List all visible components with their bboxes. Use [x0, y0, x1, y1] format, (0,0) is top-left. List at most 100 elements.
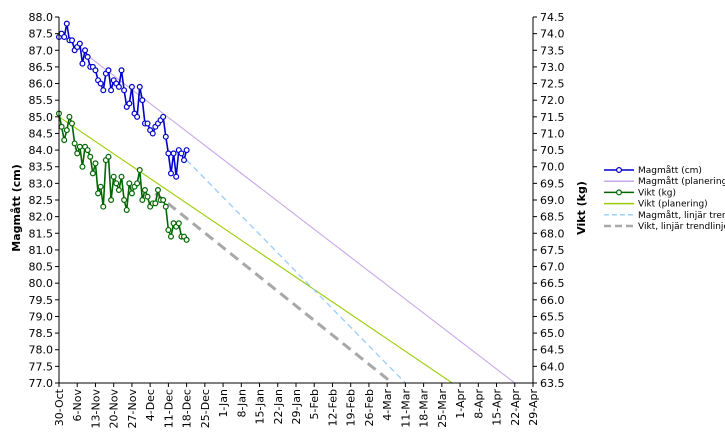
series-line-vikt-linj-r-trendlinje [154, 192, 394, 385]
y2-tick-label: 68.0 [540, 227, 565, 240]
data-point-magm-tt-cm [115, 83, 122, 90]
x-tick-label: 22-Apr [509, 389, 522, 426]
x-tick-label: 22-Jan [272, 389, 285, 425]
y2-tick-label: 70.0 [540, 161, 565, 174]
x-tick-label: 27-Nov [126, 389, 139, 429]
data-point-magm-tt-cm [126, 100, 133, 107]
data-point-vikt-kg [66, 113, 73, 120]
y2-tick-label: 72.0 [540, 94, 565, 107]
y-tick-label: 79.0 [29, 310, 54, 323]
x-tick-label: 19-Feb [345, 389, 358, 426]
y2-tick-label: 68.5 [540, 211, 565, 224]
x-tick-label: 6-Nov [71, 389, 84, 422]
x-tick-label: 4-Mar [381, 389, 394, 421]
data-point-vikt-kg [162, 203, 169, 210]
x-tick-label: 1-Jan [217, 389, 230, 418]
data-point-vikt-kg [63, 127, 70, 134]
x-tick-label: 12-Feb [326, 389, 339, 426]
data-point-magm-tt-cm [108, 87, 115, 94]
y-tick-label: 77.5 [29, 360, 54, 373]
data-point-magm-tt-cm [181, 157, 188, 164]
series-line-magm-tt-cm [58, 23, 188, 177]
data-point-vikt-kg [100, 203, 107, 210]
y2-axis-title: Vikt (kg) [575, 181, 588, 235]
data-point-magm-tt-cm [63, 20, 70, 27]
data-point-vikt-kg [84, 147, 91, 154]
data-point-vikt-kg [152, 200, 159, 207]
data-point-vikt-kg [61, 137, 68, 144]
axes-layer: 77.0 77.5 78.0 78.5 79.0 79.5 80.0 80.5 81.0 81.5… [29, 11, 565, 428]
x-tick-label: 15-Jan [254, 389, 267, 425]
y2-tick-label: 65.5 [540, 310, 565, 323]
data-point-vikt-kg [92, 160, 99, 167]
plot-area [59, 17, 533, 383]
data-point-vikt-kg [183, 236, 190, 243]
data-point-magm-tt-cm [134, 113, 141, 120]
series-line-magm-tt-linj-r-trend [186, 159, 406, 384]
data-point-magm-tt-cm [165, 150, 172, 157]
x-tick-label: 11-Mar [399, 389, 412, 428]
data-point-vikt-kg [95, 190, 102, 197]
x-tick-label: 5-Feb [308, 389, 321, 419]
data-point-vikt-kg [105, 153, 112, 160]
data-point-vikt-kg [165, 226, 172, 233]
data-point-vikt-kg [144, 193, 151, 200]
data-point-vikt-kg [71, 140, 78, 147]
x-tick-label: 4-Dec [144, 389, 157, 421]
data-point-magm-tt-cm [149, 130, 156, 137]
y2-tick-label: 64.0 [540, 360, 565, 373]
data-point-magm-tt-cm [100, 87, 107, 94]
y2-tick-label: 70.5 [540, 144, 565, 157]
y2-tick-label: 69.5 [540, 177, 565, 190]
data-point-magm-tt-cm [178, 150, 185, 157]
legend-label: Vikt (kg) [638, 188, 676, 198]
x-tick-label: 25-Mar [436, 389, 449, 428]
y2-tick-label: 72.5 [540, 78, 565, 91]
legend: Magmått (cm)Magmått (planering)Vikt (kg)… [604, 165, 725, 232]
y2-tick-label: 63.5 [540, 377, 565, 390]
data-point-vikt-kg [154, 187, 161, 194]
y2-tick-label: 66.0 [540, 294, 565, 307]
data-point-magm-tt-cm [173, 173, 180, 180]
data-point-vikt-kg [69, 120, 76, 127]
data-point-magm-tt-cm [136, 83, 143, 90]
legend-label: Magmått (planering) [638, 176, 725, 187]
data-point-vikt-kg [121, 197, 128, 204]
y-tick-label: 80.0 [29, 277, 54, 290]
x-tick-label: 26-Feb [363, 389, 376, 426]
x-tick-label: 25-Dec [199, 389, 212, 428]
x-tick-label: 15-Apr [491, 389, 504, 426]
x-tick-label: 29-Apr [527, 389, 540, 426]
legend-label: Vikt (planering) [638, 200, 708, 210]
data-point-magm-tt-cm [97, 80, 104, 87]
data-point-vikt-kg [141, 187, 148, 194]
y-tick-label: 84.0 [29, 144, 54, 157]
data-point-vikt-kg [128, 190, 135, 197]
y-tick-label: 88.0 [29, 11, 54, 24]
data-point-magm-tt-cm [144, 120, 151, 127]
y2-tick-label: 71.0 [540, 127, 565, 140]
y-tick-label: 84.5 [29, 127, 54, 140]
data-point-vikt-kg [113, 180, 120, 187]
legend-marker [615, 167, 622, 174]
data-point-magm-tt-cm [61, 33, 68, 40]
series-line-magm-tt-planering [58, 33, 516, 384]
y-tick-label: 77.0 [29, 377, 54, 390]
plot-background [59, 17, 533, 383]
x-tick-label: 30-Oct [53, 388, 66, 426]
y2-tick-label: 74.5 [540, 11, 565, 24]
data-point-magm-tt-cm [84, 53, 91, 60]
y-tick-label: 81.5 [29, 227, 54, 240]
data-point-vikt-kg [123, 206, 130, 213]
legend-marker [615, 189, 622, 196]
data-point-vikt-kg [74, 150, 81, 157]
data-point-magm-tt-cm [121, 87, 128, 94]
y-tick-label: 85.0 [29, 111, 54, 124]
x-tick-label: 13-Nov [89, 389, 102, 429]
data-point-vikt-kg [79, 163, 86, 170]
data-point-vikt-kg [76, 143, 83, 150]
data-point-magm-tt-cm [92, 67, 99, 74]
data-point-magm-tt-cm [118, 67, 125, 74]
data-point-vikt-kg [126, 180, 133, 187]
